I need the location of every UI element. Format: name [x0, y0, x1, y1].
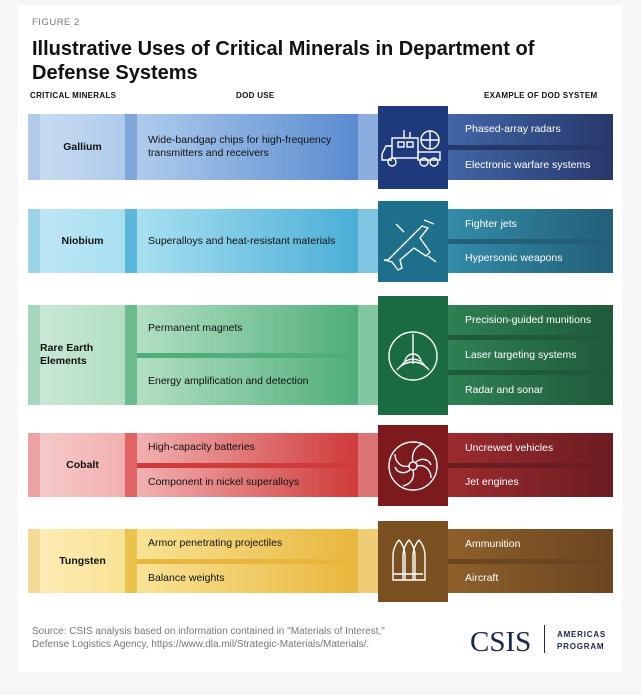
radar-truck-icon	[378, 106, 448, 189]
edge-strip	[358, 433, 378, 497]
separator	[125, 114, 137, 180]
mineral-row: Gallium Wide-bandgap chips for high-freq…	[28, 106, 613, 189]
source-note: Source: CSIS analysis based on informati…	[32, 626, 385, 650]
mineral-row: Cobalt High-capacity batteries Component …	[28, 425, 613, 506]
logo-divider	[544, 625, 545, 653]
mineral-row: Tungsten Armor penetrating projectiles Ba…	[28, 521, 613, 602]
separator	[125, 433, 137, 497]
dod-use: Component in nickel superalloys	[148, 475, 300, 488]
separator	[125, 305, 137, 405]
dod-system: Hypersonic weapons	[448, 243, 613, 273]
separator	[125, 209, 137, 273]
dod-system: Laser targeting systems	[448, 340, 613, 370]
dod-system: Uncrewed vehicles	[448, 433, 613, 463]
dod-use: High-capacity batteries	[148, 441, 255, 454]
program-name: AMERICAS PROGRAM	[557, 630, 607, 651]
mineral-name: Cobalt	[40, 433, 125, 497]
dod-system: Phased-array radars	[448, 114, 613, 145]
edge-strip	[28, 305, 40, 405]
dod-use: Wide-bandgap chips for high-frequency tr…	[148, 134, 332, 159]
dod-use: Balance weights	[148, 571, 225, 584]
header-use: DOD USE	[236, 91, 275, 100]
sonar-icon	[378, 296, 448, 415]
mineral-name: Tungsten	[40, 529, 125, 593]
system-cell: Ammunition Aircraft	[448, 529, 613, 593]
header-system: EXAMPLE OF DOD SYSTEM	[484, 91, 598, 100]
edge-strip	[358, 305, 378, 405]
dod-system: Aircraft	[448, 563, 613, 593]
edge-strip	[358, 529, 378, 593]
fighter-jet-icon	[378, 201, 448, 282]
mineral-name: Niobium	[40, 209, 125, 273]
dod-system: Fighter jets	[448, 209, 613, 239]
system-cell: Fighter jets Hypersonic weapons	[448, 209, 613, 273]
dod-use: Permanent magnets	[148, 322, 243, 335]
page-title: Illustrative Uses of Critical Minerals i…	[32, 38, 535, 84]
bullets-icon	[378, 521, 448, 602]
dod-system: Radar and sonar	[448, 375, 613, 405]
csis-logo: CSIS	[470, 626, 532, 658]
dod-system: Jet engines	[448, 467, 613, 497]
use-cell: Permanent magnets Energy amplification an…	[137, 305, 358, 405]
divider	[137, 462, 358, 468]
edge-strip	[28, 433, 40, 497]
edge-strip	[358, 114, 378, 180]
system-cell: Uncrewed vehicles Jet engines	[448, 433, 613, 497]
mineral-row: Rare Earth Elements Permanent magnets Ene…	[28, 296, 613, 415]
use-cell: Armor penetrating projectiles Balance wei…	[137, 529, 358, 593]
divider	[137, 352, 358, 358]
dod-system: Precision-guided munitions	[448, 305, 613, 335]
dod-use: Superalloys and heat-resistant materials	[148, 234, 336, 247]
edge-strip	[28, 529, 40, 593]
system-cell: Precision-guided munitions Laser targetin…	[448, 305, 613, 405]
header-minerals: CRITICAL MINERALS	[30, 91, 117, 100]
mineral-name: Gallium	[40, 114, 125, 180]
edge-strip	[28, 114, 40, 180]
divider	[137, 558, 358, 564]
dod-system: Electronic warfare systems	[448, 149, 613, 180]
dod-use: Armor penetrating projectiles	[148, 537, 283, 550]
edge-strip	[358, 209, 378, 273]
dod-use: Energy amplification and detection	[148, 374, 309, 387]
edge-strip	[28, 209, 40, 273]
mineral-name: Rare Earth Elements	[40, 305, 125, 405]
figure-label: FIGURE 2	[32, 17, 80, 28]
mineral-row: Niobium Superalloys and heat-resistant m…	[28, 201, 613, 282]
separator	[125, 529, 137, 593]
use-cell: Wide-bandgap chips for high-frequency tr…	[137, 114, 358, 180]
system-cell: Phased-array radars Electronic warfare sy…	[448, 114, 613, 180]
use-cell: Superalloys and heat-resistant materials	[137, 209, 358, 273]
dod-system: Ammunition	[448, 529, 613, 559]
turbine-icon	[378, 425, 448, 506]
use-cell: High-capacity batteries Component in nick…	[137, 433, 358, 497]
